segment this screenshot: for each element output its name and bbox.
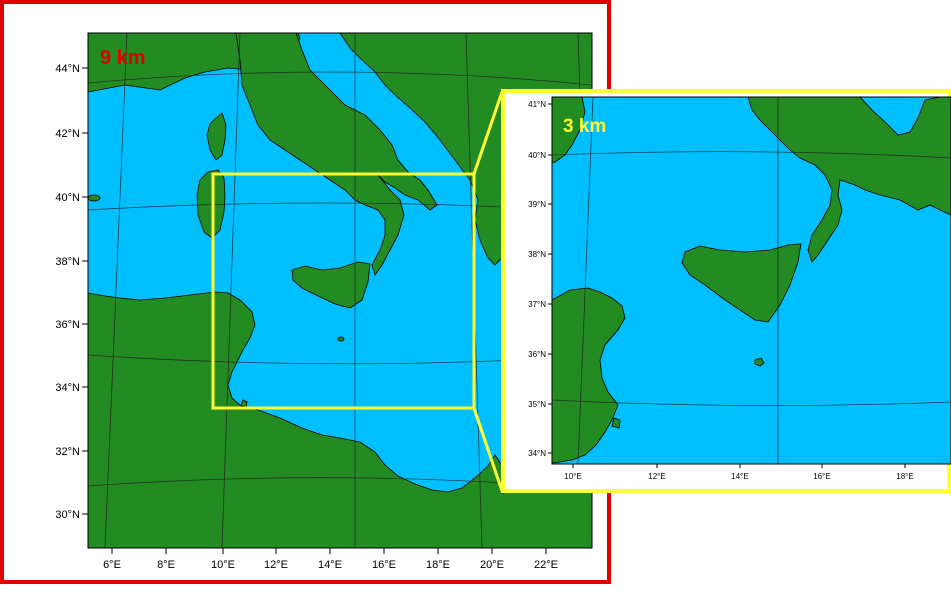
inset-lon-label: 12°E (648, 472, 665, 481)
inset-lat-label: 39°N (528, 200, 546, 209)
inset-lon-label: 16°E (813, 472, 830, 481)
zoom-connector-top (472, 91, 504, 175)
outer-lat-label: 30°N (55, 509, 80, 521)
inset-land-italy (747, 97, 951, 263)
inset-graticule (552, 97, 951, 464)
land-malta (337, 336, 345, 342)
outer-lon-label: 8°E (157, 559, 175, 571)
outer-lon-label: 16°E (372, 559, 396, 571)
inset-lat-label: 36°N (528, 350, 546, 359)
zoom-connector-bottom (472, 407, 504, 492)
outer-lon-label: 22°E (534, 559, 558, 571)
inset-lon-label: 18°E (896, 472, 913, 481)
outer-lon-label: 14°E (318, 559, 342, 571)
land-corsica (206, 112, 227, 161)
inset-map (552, 97, 951, 464)
inset-lat-label: 34°N (528, 449, 546, 458)
land-italy-balkans (235, 33, 438, 276)
inset-tick-marks (548, 103, 906, 468)
land-balearic (88, 194, 101, 202)
outer-lon-labels: 6°E 8°E 10°E 12°E 14°E 16°E 18°E 20°E 22… (103, 559, 558, 571)
inset-land-tunisia (552, 287, 626, 464)
outer-lat-label: 44°N (55, 63, 80, 75)
inset-land-malta (754, 357, 765, 367)
inset-lat-label: 41°N (528, 100, 546, 109)
inset-map-border (551, 96, 951, 465)
land-sardinia (196, 169, 226, 239)
outer-lon-label: 6°E (103, 559, 121, 571)
inset-lat-label: 40°N (528, 151, 546, 160)
outer-lat-label: 34°N (55, 382, 80, 394)
inset-lat-labels: 41°N 40°N 39°N 38°N 37°N 36°N 35°N 34°N (528, 100, 546, 458)
outer-lat-label: 36°N (55, 319, 80, 331)
inset-lat-label: 38°N (528, 250, 546, 259)
inset-domain-label: 3 km (563, 116, 606, 137)
outer-lon-label: 20°E (480, 559, 504, 571)
outer-lon-label: 18°E (426, 559, 450, 571)
outer-lon-label: 12°E (264, 559, 288, 571)
inset-lon-label: 10°E (564, 472, 581, 481)
outer-lat-label: 42°N (55, 128, 80, 140)
inset-land-kerkennah (611, 417, 621, 429)
outer-tick-marks (82, 67, 547, 554)
outer-lat-label: 38°N (55, 256, 80, 268)
inset-land-sicily (681, 243, 802, 323)
outer-lat-labels: 44°N 42°N 40°N 38°N 36°N 34°N 32°N 30°N (55, 63, 80, 521)
inner-domain-box (211, 172, 476, 410)
inset-lat-label: 37°N (528, 300, 546, 309)
inset-lon-label: 14°E (731, 472, 748, 481)
land-sicily (291, 261, 371, 309)
outer-lat-label: 32°N (55, 446, 80, 458)
inset-lat-label: 35°N (528, 400, 546, 409)
outer-lon-label: 10°E (211, 559, 235, 571)
inset-lon-labels: 10°E 12°E 14°E 16°E 18°E (564, 472, 913, 481)
outer-domain-label: 9 km (100, 47, 146, 69)
outer-lat-label: 40°N (55, 192, 80, 204)
inset-land-sardinia (552, 97, 586, 164)
